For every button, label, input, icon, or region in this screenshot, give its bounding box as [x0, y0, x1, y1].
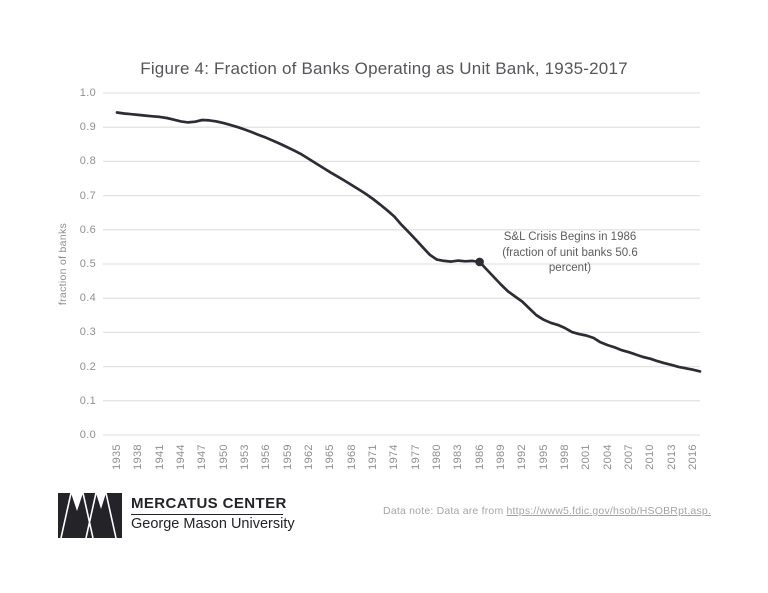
x-tick-label: 1974: [388, 444, 401, 470]
x-tick-label: 1947: [196, 444, 209, 470]
x-tick-label: 1971: [366, 444, 379, 470]
x-tick-label: 1935: [111, 444, 123, 470]
y-tick-label: 0.4: [79, 292, 96, 305]
mercatus-logo-icon: [58, 493, 122, 538]
line-chart: [103, 92, 702, 436]
george-mason-text: George Mason University: [131, 516, 295, 532]
x-tick-label: 1992: [516, 444, 529, 470]
y-axis-title: fraction of banks: [57, 222, 69, 306]
y-tick-label: 0.1: [79, 394, 96, 407]
x-tick-label: 1977: [409, 444, 422, 470]
y-tick-label: 0.2: [79, 360, 96, 373]
x-tick-label: 1989: [494, 444, 507, 470]
x-tick-label: 1953: [238, 444, 251, 470]
data-note-prefix: Data note: Data are from: [383, 505, 507, 517]
annotation-line: percent): [548, 262, 592, 274]
y-tick-label: 0.7: [79, 189, 96, 202]
y-tick-label: 1.0: [79, 87, 96, 99]
y-tick-label: 0.5: [79, 258, 96, 270]
x-tick-label: 1959: [281, 444, 294, 470]
logo-divider: [131, 514, 283, 515]
x-tick-label: 2001: [580, 444, 593, 470]
x-tick-label: 2016: [686, 444, 699, 470]
annotation-sl-crisis: S&L Crisis Begins in 1986 (fraction of un…: [477, 230, 663, 277]
y-tick-label: 0.3: [79, 326, 96, 339]
x-tick-label: 2004: [601, 444, 614, 470]
annotation-marker: [475, 257, 484, 267]
x-tick-label: 1995: [537, 444, 550, 470]
x-tick-label: 1986: [473, 444, 486, 470]
x-tick-label: 1956: [260, 444, 273, 470]
x-tick-label: 1950: [217, 444, 230, 470]
y-tick-label: 0.8: [79, 155, 96, 168]
x-tick-label: 1983: [452, 444, 465, 470]
mercatus-logo: MERCATUS CENTER George Mason University: [58, 493, 295, 538]
x-tick-label: 2010: [644, 444, 657, 470]
data-note-link[interactable]: https://www5.fdic.gov/hsob/HSOBRpt.asp.: [506, 505, 711, 517]
x-tick-label: 1998: [558, 444, 571, 470]
annotation-line: (fraction of unit banks 50.6: [502, 246, 638, 259]
data-note: Data note: Data are from https://www5.fd…: [383, 505, 711, 517]
annotation-line: S&L Crisis Begins in 1986: [503, 231, 637, 243]
trend-line: [115, 111, 702, 373]
y-tick-label: 0.0: [79, 429, 96, 441]
x-tick-label: 2007: [622, 444, 635, 470]
x-tick-label: 1962: [302, 444, 315, 470]
x-tick-label: 1938: [132, 444, 145, 470]
mercatus-center-text: MERCATUS CENTER: [131, 495, 287, 512]
x-tick-label: 1944: [174, 444, 187, 470]
x-tick-label: 1965: [324, 444, 337, 470]
figure-title: Figure 4: Fraction of Banks Operating as…: [140, 59, 628, 78]
x-tick-label: 1968: [345, 444, 358, 470]
x-tick-label: 2013: [665, 444, 678, 470]
y-tick-label: 0.6: [79, 223, 96, 236]
mercatus-wordmark: MERCATUS CENTER George Mason University: [131, 493, 295, 532]
x-tick-label: 1941: [153, 444, 166, 470]
x-tick-label: 1980: [430, 444, 443, 470]
y-tick-label: 0.9: [79, 121, 96, 134]
